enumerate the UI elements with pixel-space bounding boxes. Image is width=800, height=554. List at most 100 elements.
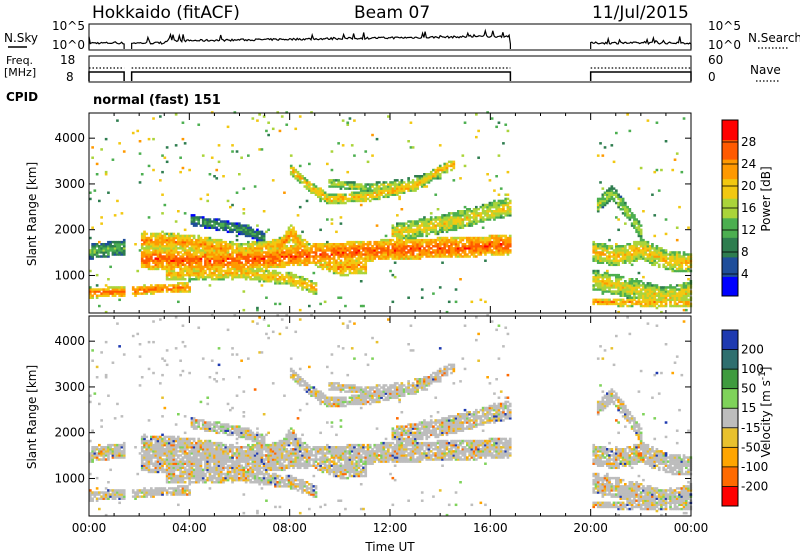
power-pixel (384, 257, 388, 260)
velocity-pixel (98, 507, 101, 511)
power-pixel (353, 199, 356, 203)
power-pixel (447, 238, 451, 242)
power-pixel (165, 240, 169, 244)
power-pixel (346, 170, 350, 174)
power-pixel (201, 220, 205, 223)
power-pixel (195, 269, 198, 273)
power-pixel (508, 249, 512, 252)
power-pixel (278, 236, 282, 240)
power-pixel (445, 230, 449, 234)
power-pixel (301, 251, 304, 254)
power-pixel (159, 284, 162, 287)
power-pixel (274, 269, 277, 273)
power-pixel (341, 249, 345, 252)
power-pixel (414, 185, 417, 188)
power-pixel (497, 203, 501, 207)
power-pixel (152, 290, 155, 293)
power-pixel (626, 113, 629, 116)
power-pixel (283, 253, 286, 256)
power-pixel (427, 177, 431, 180)
power-pixel (251, 253, 255, 256)
power-pixel (154, 245, 158, 248)
power-pixel (615, 263, 618, 267)
power-pixel (447, 251, 451, 254)
power-pixel (217, 222, 221, 225)
power-pixel (285, 282, 289, 285)
power-pixel (147, 290, 151, 293)
power-pixel (391, 273, 395, 277)
power-pixel (601, 247, 605, 250)
power-pixel (335, 197, 338, 201)
power-pixel (292, 175, 295, 178)
power-pixel (366, 259, 370, 262)
power-pixel (624, 300, 627, 304)
power-pixel (601, 199, 605, 203)
power-pixel (660, 302, 663, 306)
power-pixel (249, 228, 252, 232)
power-pixel (161, 249, 164, 252)
power-pixel (447, 220, 451, 223)
power-pixel (438, 247, 442, 250)
power-pixel (450, 236, 453, 240)
power-pixel (192, 218, 196, 221)
power-pixel (303, 263, 307, 267)
power-pixel (407, 255, 410, 258)
power-pixel (326, 193, 329, 196)
power-pixel (427, 228, 431, 232)
power-pixel (486, 240, 489, 244)
power-pixel (355, 263, 359, 267)
power-pixel (438, 226, 442, 229)
power-pixel (475, 245, 478, 248)
power-pixel (596, 273, 600, 277)
power-pixel (592, 255, 596, 258)
power-pixel (644, 296, 647, 299)
power-pixel (253, 253, 257, 256)
power-pixel (461, 210, 465, 213)
power-pixel (242, 249, 246, 252)
power-pixel (644, 251, 647, 254)
power-pixel (262, 271, 266, 275)
power-pixel (685, 282, 688, 285)
power-pixel (362, 259, 365, 262)
power-pixel (253, 278, 257, 281)
power-pixel (292, 278, 295, 281)
power-pixel (592, 275, 596, 279)
power-pixel (353, 243, 356, 246)
power-pixel (301, 261, 304, 264)
velocity-pixel (91, 499, 94, 502)
power-pixel (364, 183, 368, 186)
velocity-pixel (91, 456, 94, 459)
power-pixel (608, 197, 611, 201)
power-pixel (240, 275, 243, 279)
power-pixel (303, 243, 307, 246)
power-pixel (131, 292, 135, 295)
power-pixel (443, 162, 447, 166)
velocity-pixel (93, 456, 97, 459)
power-pixel (292, 275, 295, 279)
power-pixel (152, 259, 155, 262)
power-pixel (353, 255, 356, 258)
power-pixel (238, 267, 241, 271)
power-pixel (118, 245, 121, 248)
power-pixel (445, 214, 449, 217)
power-pixel (339, 269, 343, 273)
power-pixel (364, 261, 368, 264)
power-pixel (651, 298, 654, 302)
power-pixel (161, 193, 164, 196)
power-pixel (267, 263, 270, 267)
power-pixel (657, 288, 661, 291)
power-pixel (673, 294, 677, 297)
power-pixel (472, 208, 476, 211)
power-pixel (323, 243, 327, 246)
power-pixel (472, 243, 476, 246)
power-pixel (436, 232, 440, 236)
power-pixel (427, 243, 431, 246)
power-pixel (339, 201, 343, 205)
power-pixel (251, 263, 255, 267)
power-pixel (481, 212, 485, 215)
power-pixel (283, 282, 286, 285)
power-pixel (441, 249, 444, 252)
power-pixel (301, 282, 304, 285)
power-pixel (276, 249, 280, 252)
power-pixel (165, 257, 169, 260)
